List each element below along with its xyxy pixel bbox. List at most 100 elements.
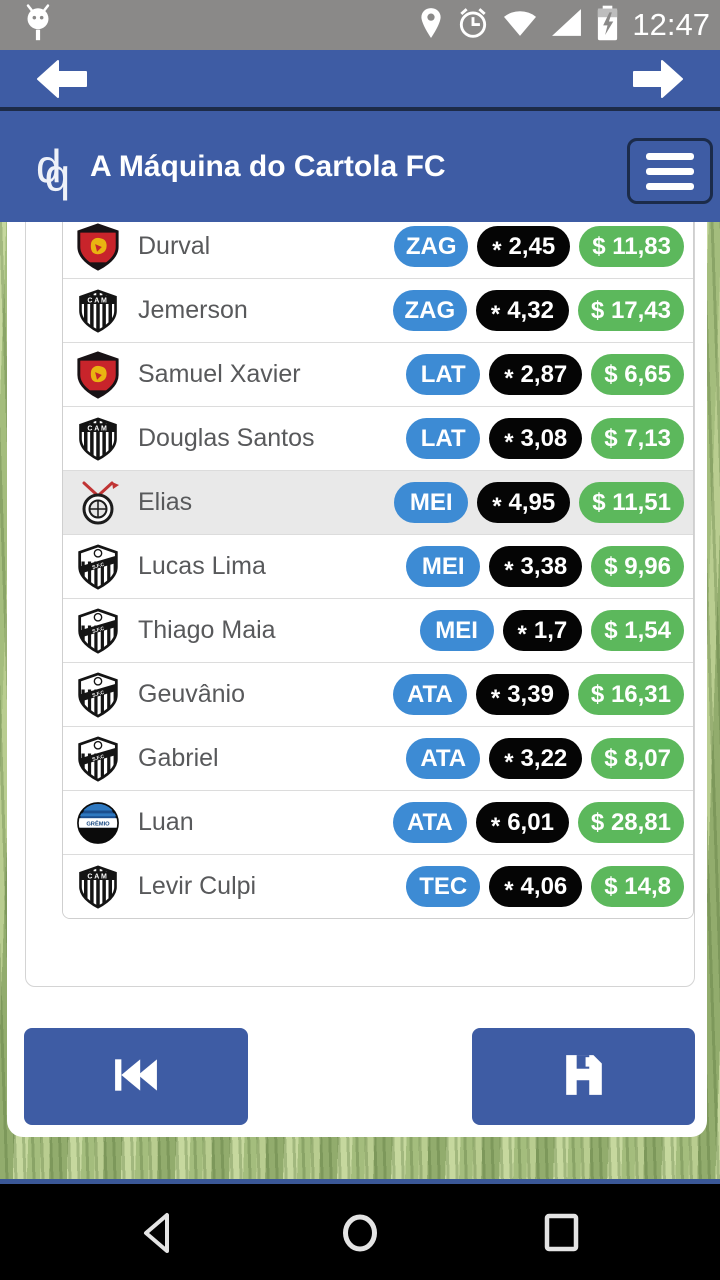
svg-text:S.F.C: S.F.C [92, 625, 106, 634]
star-icon: * [504, 876, 514, 904]
price-badge: $ 7,13 [591, 418, 684, 459]
alarm-icon [456, 6, 490, 45]
player-row[interactable]: Elias MEI * 4,95 $ 11,51 [63, 471, 693, 535]
star-icon: * [490, 300, 501, 328]
player-row[interactable]: S.F.C Gabriel ATA * 3,22 $ 8,07 [63, 727, 693, 791]
price-badge: $ 14,8 [591, 866, 684, 907]
price-badge: $ 28,81 [577, 802, 684, 843]
atletico-mg-crest-icon: CAM [74, 861, 122, 913]
svg-text:CAM: CAM [87, 425, 108, 432]
rating-badge: * 1,7 [502, 610, 583, 651]
price-badge: $ 1,54 [591, 610, 684, 651]
position-badge: TEC [406, 866, 481, 907]
player-name: Douglas Santos [138, 424, 315, 452]
rating-badge: * 2,45 [477, 226, 571, 267]
star-icon: * [490, 812, 501, 840]
gremio-crest-icon: GRÊMIO [74, 797, 122, 849]
position-badge: LAT [406, 354, 481, 395]
player-row[interactable]: Samuel Xavier LAT * 2,87 $ 6,65 [63, 343, 693, 407]
svg-text:CAM: CAM [87, 873, 108, 880]
position-badge: ATA [406, 738, 481, 779]
player-badges: MEI * 3,38 $ 9,96 [406, 546, 684, 587]
price-badge: $ 8,07 [591, 738, 684, 779]
position-badge: MEI [406, 546, 481, 587]
position-badge: ZAG [394, 226, 469, 267]
star-icon: * [492, 236, 502, 264]
position-badge: ATA [392, 802, 467, 843]
rating-badge: * 3,39 [475, 674, 569, 715]
rating-badge: * 3,38 [489, 546, 583, 587]
star-icon: * [504, 556, 514, 584]
price-badge: $ 17,43 [577, 290, 684, 331]
rating-badge: * 3,08 [489, 418, 583, 459]
position-badge: ATA [392, 674, 467, 715]
save-floppy-icon [562, 1053, 606, 1100]
player-name: Gabriel [138, 744, 219, 772]
back-arrow-icon[interactable] [36, 60, 88, 101]
star-icon: * [504, 364, 514, 392]
nav-recents-icon[interactable] [539, 1210, 585, 1259]
nav-back-icon[interactable] [137, 1210, 183, 1259]
rating-badge: * 3,22 [489, 738, 583, 779]
player-row[interactable]: S.F.C Geuvânio ATA * 3,39 $ 16,31 [63, 663, 693, 727]
browser-nav-bar [0, 50, 720, 107]
position-badge: ZAG [392, 290, 467, 331]
star-icon: * [504, 428, 514, 456]
player-badges: ATA * 3,22 $ 8,07 [406, 738, 684, 779]
player-row[interactable]: Durval ZAG * 2,45 $ 11,83 [63, 222, 693, 279]
android-figure-icon [22, 3, 54, 52]
player-name: Levir Culpi [138, 872, 257, 900]
rating-badge: * 4,06 [489, 866, 583, 907]
sport-crest-icon [74, 222, 122, 273]
star-icon: * [492, 492, 502, 520]
price-badge: $ 11,83 [579, 226, 684, 267]
hamburger-menu-icon[interactable] [627, 138, 713, 204]
player-row[interactable]: CAM Douglas Santos LAT * 3,08 $ 7,13 [63, 407, 693, 471]
player-badges: TEC * 4,06 $ 14,8 [406, 866, 684, 907]
santos-crest-icon: S.F.C [74, 733, 122, 785]
location-icon [418, 7, 444, 44]
rating-badge: * 4,32 [475, 290, 569, 331]
atletico-mg-crest-icon: CAM [74, 413, 122, 465]
content-card: Durval ZAG * 2,45 $ 11,83 CAM Jemerson ZAG * 4,3… [7, 222, 707, 1137]
svg-text:S.F.C: S.F.C [92, 753, 106, 762]
bottom-blue-strip [0, 1179, 720, 1184]
player-row[interactable]: GRÊMIO Luan ATA * 6,01 $ 28,81 [63, 791, 693, 855]
svg-text:S.F.C: S.F.C [92, 689, 106, 698]
player-name: Lucas Lima [138, 552, 266, 580]
player-badges: ATA * 6,01 $ 28,81 [392, 802, 684, 843]
santos-crest-icon: S.F.C [74, 669, 122, 721]
status-bar: 12:47 [0, 0, 720, 50]
player-name: Thiago Maia [138, 616, 276, 644]
star-icon: * [517, 620, 527, 648]
players-table: Durval ZAG * 2,45 $ 11,83 CAM Jemerson ZAG * 4,3… [62, 222, 694, 919]
star-icon: * [490, 684, 501, 712]
skip-to-start-icon [113, 1056, 159, 1097]
rating-badge: * 2,87 [489, 354, 583, 395]
wifi-icon [502, 7, 538, 43]
player-row[interactable]: CAM Jemerson ZAG * 4,32 $ 17,43 [63, 279, 693, 343]
player-row[interactable]: S.F.C Thiago Maia MEI * 1,7 $ 1,54 [63, 599, 693, 663]
forward-arrow-icon[interactable] [632, 60, 684, 101]
battery-charging-icon [595, 3, 620, 48]
save-button[interactable] [472, 1028, 695, 1125]
position-badge: LAT [406, 418, 481, 459]
player-name: Durval [138, 232, 211, 260]
nav-home-icon[interactable] [337, 1210, 383, 1259]
header-separator [0, 107, 720, 111]
app-header: dq A Máquina do Cartola FC [0, 111, 720, 222]
player-row[interactable]: CAM Levir Culpi TEC * 4,06 $ 14,8 [63, 855, 693, 918]
player-badges: ZAG * 2,45 $ 11,83 [394, 226, 684, 267]
player-badges: LAT * 3,08 $ 7,13 [406, 418, 684, 459]
player-badges: LAT * 2,87 $ 6,65 [406, 354, 684, 395]
player-badges: MEI * 1,7 $ 1,54 [419, 610, 684, 651]
player-badges: ATA * 3,39 $ 16,31 [392, 674, 684, 715]
player-row[interactable]: S.F.C Lucas Lima MEI * 3,38 $ 9,96 [63, 535, 693, 599]
player-name: Samuel Xavier [138, 360, 301, 388]
skip-to-start-button[interactable] [24, 1028, 248, 1125]
players-panel: Durval ZAG * 2,45 $ 11,83 CAM Jemerson ZAG * 4,3… [25, 222, 695, 987]
cell-signal-icon [550, 7, 583, 43]
corinthians-crest-icon [74, 477, 122, 529]
price-badge: $ 9,96 [591, 546, 684, 587]
player-badges: ZAG * 4,32 $ 17,43 [392, 290, 684, 331]
